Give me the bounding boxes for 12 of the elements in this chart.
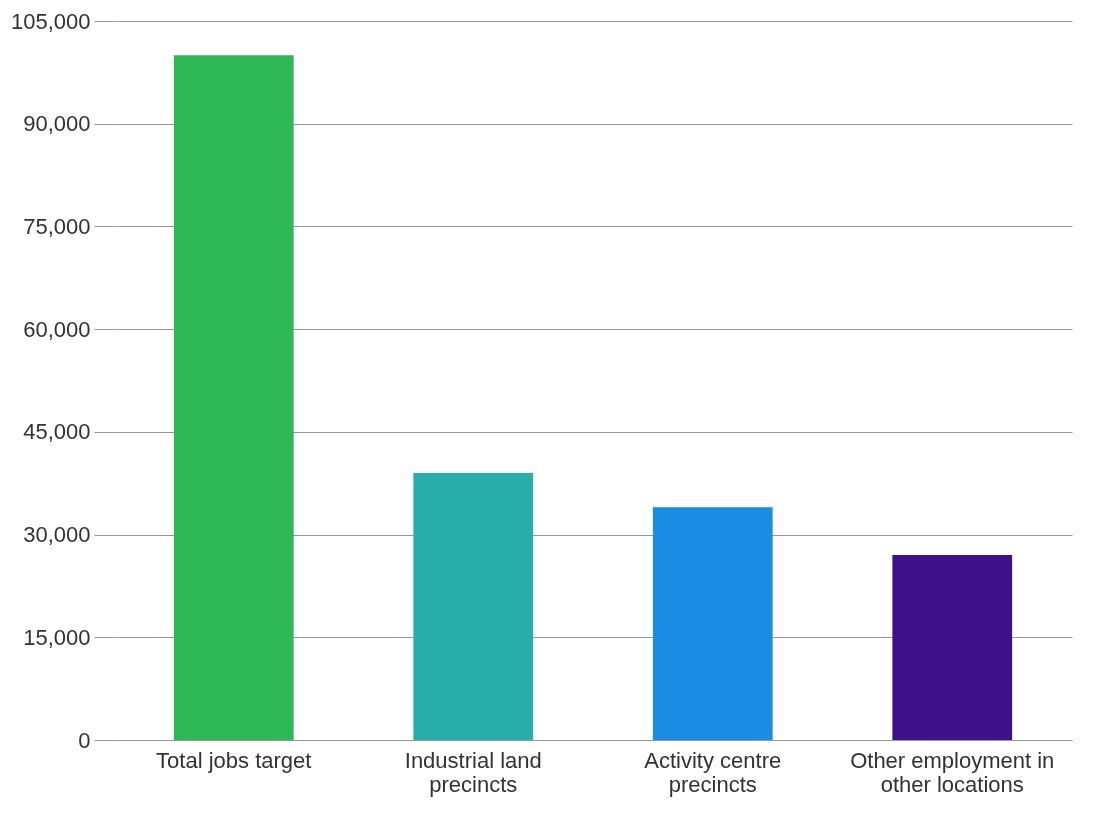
y-tick-label: 60,000 — [23, 316, 91, 342]
x-tick-label: Other employment in other locations — [850, 747, 1055, 797]
y-tick-label: 105,000 — [10, 8, 91, 34]
y-tick-label: 45,000 — [23, 419, 91, 445]
x-tick-label: Activity centre precincts — [644, 747, 782, 797]
y-tick-label: 75,000 — [23, 213, 91, 239]
x-tick-label: Total jobs target — [156, 747, 312, 773]
y-tick-label: 0 — [78, 727, 91, 753]
y-tick-label: 15,000 — [23, 624, 91, 650]
y-tick-label: 30,000 — [23, 522, 91, 548]
y-tick-label: 90,000 — [23, 111, 91, 137]
x-tick-label: Industrial land precincts — [404, 747, 542, 797]
